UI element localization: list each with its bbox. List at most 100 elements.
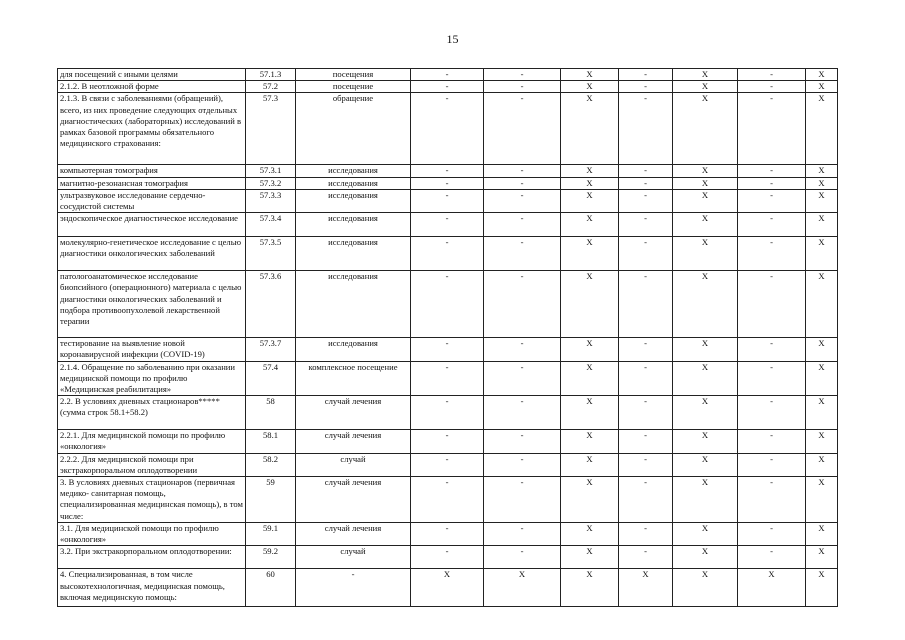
row-value: - (410, 522, 484, 547)
row-value: X (805, 270, 838, 339)
row-value: X (672, 395, 738, 431)
row-value: - (618, 212, 673, 238)
row-value: X (560, 360, 619, 397)
row-value: - (410, 452, 484, 478)
row-unit: исследования (295, 176, 411, 190)
row-value: X (805, 92, 838, 166)
row-value: X (805, 522, 838, 547)
row-value: X (410, 568, 484, 608)
row-value: X (618, 568, 673, 608)
row-value: - (410, 545, 484, 570)
row-name: компьютерная томография (57, 164, 246, 178)
row-value: X (672, 522, 738, 547)
row-code: 60 (245, 568, 296, 608)
row-unit: случай (295, 545, 411, 570)
row-value: X (672, 67, 738, 82)
row-value: X (560, 568, 619, 608)
row-unit: посещения (295, 67, 411, 82)
row-code: 57.1.3 (245, 67, 296, 82)
row-value: - (483, 337, 561, 362)
row-value: - (410, 67, 484, 82)
row-code: 57.3.7 (245, 337, 296, 362)
row-value: - (737, 395, 806, 431)
row-value: - (483, 212, 561, 238)
row-value: X (560, 176, 619, 190)
table-row: компьютерная томография 57.3.1 исследовани… (57, 164, 838, 178)
row-unit: исследования (295, 236, 411, 272)
row-value: - (483, 452, 561, 478)
row-value: X (672, 80, 738, 94)
row-value: - (483, 270, 561, 339)
row-value: - (737, 176, 806, 190)
table-row: 2.2. В условиях дневных стационаров*****… (57, 395, 838, 431)
table-row: молекулярно-генетическое исследование с … (57, 236, 838, 272)
row-unit: исследования (295, 188, 411, 214)
row-value: X (672, 476, 738, 524)
row-value: - (410, 360, 484, 397)
row-name: для посещений с иными целями (57, 67, 246, 82)
row-value: X (672, 270, 738, 339)
row-code: 59.1 (245, 522, 296, 547)
row-value: - (618, 337, 673, 362)
row-value: - (618, 80, 673, 94)
row-value: X (805, 176, 838, 190)
row-code: 57.3.4 (245, 212, 296, 238)
row-value: - (737, 522, 806, 547)
table-row: 3.2. При экстракорпоральном оплодотворен… (57, 545, 838, 570)
row-code: 57.3.2 (245, 176, 296, 190)
table-row: 2.2.2. Для медицинской помощи при экстра… (57, 452, 838, 478)
row-name: 3.1. Для медицинской помощи по профилю «… (57, 522, 246, 547)
row-value: - (737, 92, 806, 166)
row-name: 3. В условиях дневных стационаров (перви… (57, 476, 246, 524)
row-value: - (618, 92, 673, 166)
row-value: X (805, 212, 838, 238)
row-unit: исследования (295, 337, 411, 362)
row-value: - (737, 164, 806, 178)
row-unit: случай лечения (295, 395, 411, 431)
row-value: X (672, 212, 738, 238)
row-value: X (672, 188, 738, 214)
row-value: - (737, 67, 806, 82)
row-value: X (805, 236, 838, 272)
row-unit: случай (295, 452, 411, 478)
row-code: 59 (245, 476, 296, 524)
row-value: - (737, 452, 806, 478)
row-value: - (737, 188, 806, 214)
row-value: X (560, 452, 619, 478)
row-value: - (737, 80, 806, 94)
row-value: X (805, 429, 838, 454)
row-value: X (560, 429, 619, 454)
row-value: - (410, 395, 484, 431)
row-name: эндоскопическое диагностическое исследов… (57, 212, 246, 238)
row-code: 57.3 (245, 92, 296, 166)
row-value: X (560, 476, 619, 524)
row-value: X (672, 545, 738, 570)
row-code: 59.2 (245, 545, 296, 570)
row-name: 2.1.4. Обращение по заболеванию при оказ… (57, 360, 246, 397)
row-value: - (483, 176, 561, 190)
row-value: - (618, 522, 673, 547)
row-value: X (737, 568, 806, 608)
row-value: X (672, 92, 738, 166)
table-row: магнитно-резонансная томография 57.3.2 исс… (57, 176, 838, 190)
row-value: - (410, 270, 484, 339)
row-value: - (410, 92, 484, 166)
row-value: X (805, 452, 838, 478)
table-row: для посещений с иными целями 57.1.3 посеще… (57, 67, 838, 82)
row-name: ультразвуковое исследование сердечно-сос… (57, 188, 246, 214)
row-value: X (672, 429, 738, 454)
row-code: 57.3.5 (245, 236, 296, 272)
row-unit: комплексное посещение (295, 360, 411, 397)
row-code: 57.3.6 (245, 270, 296, 339)
row-code: 57.3.1 (245, 164, 296, 178)
row-value: - (410, 236, 484, 272)
row-value: - (483, 67, 561, 82)
row-value: X (672, 164, 738, 178)
row-code: 58.1 (245, 429, 296, 454)
row-code: 58 (245, 395, 296, 431)
row-value: - (618, 164, 673, 178)
table-row: 2.1.2. В неотложной форме 57.2 посещение - -… (57, 80, 838, 94)
row-code: 57.3.3 (245, 188, 296, 214)
row-unit: посещение (295, 80, 411, 94)
row-value: - (618, 176, 673, 190)
